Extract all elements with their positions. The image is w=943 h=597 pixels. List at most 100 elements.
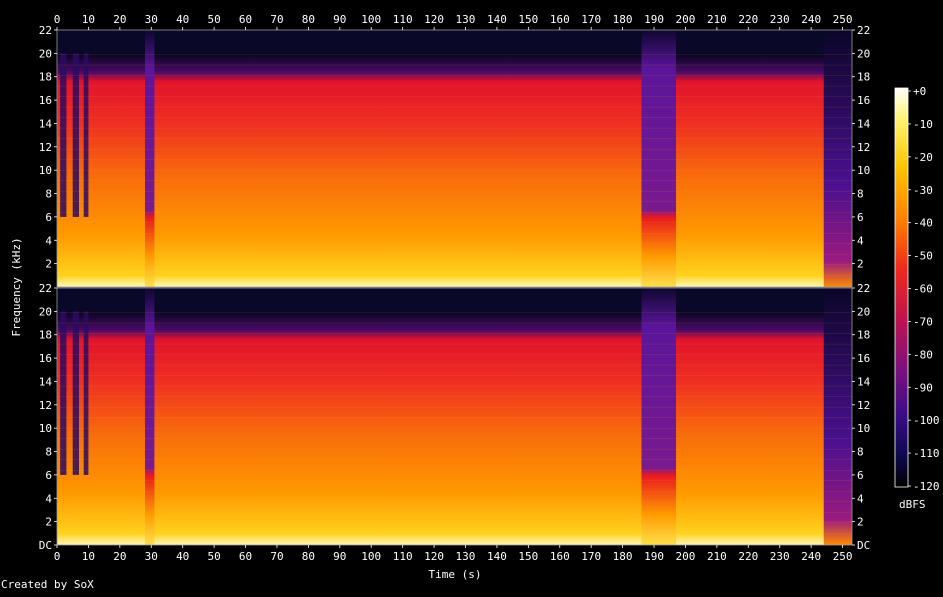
x-tick-label: 20	[113, 550, 126, 563]
x-tick-label-top: 250	[833, 13, 853, 26]
credit-text: Created by SoX	[1, 578, 94, 591]
colorbar-tick-label: -40	[913, 217, 933, 230]
y-tick-label-right: 10	[857, 164, 870, 177]
x-tick-label: 150	[518, 550, 538, 563]
colorbar-tick-label: -80	[913, 348, 933, 361]
x-tick-label: 10	[82, 550, 95, 563]
x-tick-label-top: 70	[270, 13, 283, 26]
y-tick-label-right: 16	[857, 352, 870, 365]
colorbar-tick-label: -100	[913, 414, 940, 427]
x-tick-label-top: 120	[424, 13, 444, 26]
x-tick-label-top: 130	[456, 13, 476, 26]
colorbar-tick-label: -90	[913, 381, 933, 394]
x-tick-label: 110	[393, 550, 413, 563]
colorbar-tick-label: -10	[913, 118, 933, 131]
x-tick-label: 30	[145, 550, 158, 563]
x-tick-label: 130	[456, 550, 476, 563]
y-tick-label-right: 14	[857, 117, 871, 130]
x-tick-label-top: 200	[676, 13, 696, 26]
x-tick-label-top: 210	[707, 13, 727, 26]
y-tick-label: 18	[39, 71, 52, 84]
y-tick-label-right: 2	[857, 258, 864, 271]
y-tick-label-right: 20	[857, 47, 870, 60]
x-tick-label-top: 160	[550, 13, 570, 26]
y-tick-label-right: 20	[857, 305, 870, 318]
y-tick-label-right: 18	[857, 71, 870, 84]
x-tick-label: 240	[801, 550, 821, 563]
transient-gap	[60, 53, 67, 217]
colorbar-label: dBFS	[899, 498, 926, 511]
y-tick-label-right: 6	[857, 469, 864, 482]
y-tick-label: 22	[39, 24, 52, 37]
spectrogram-energy	[57, 311, 852, 545]
quiet-section	[823, 288, 852, 545]
y-tick-label: 16	[39, 94, 52, 107]
colorbar-tick-label: -30	[913, 184, 933, 197]
y-tick-label: 2	[45, 516, 52, 529]
x-tick-label: 170	[581, 550, 601, 563]
y-tick-label: 12	[39, 399, 52, 412]
y-tick-label: 8	[45, 446, 52, 459]
y-tick-label-right: 22	[857, 24, 870, 37]
y-tick-label: 6	[45, 211, 52, 224]
y-tick-label-right: 6	[857, 211, 864, 224]
panel-frame	[56, 29, 853, 288]
quiet-section	[144, 288, 155, 545]
colorbar-tick-label: -60	[913, 283, 933, 296]
colorbar-tick-label: -50	[913, 250, 933, 263]
x-tick-label-top: 230	[770, 13, 790, 26]
x-tick-label-top: 220	[738, 13, 758, 26]
quiet-section	[641, 30, 677, 287]
x-tick-label: 250	[833, 550, 853, 563]
x-tick-label-top: 0	[54, 13, 61, 26]
x-tick-label: 160	[550, 550, 570, 563]
spectrogram-energy	[57, 53, 852, 288]
x-tick-label-top: 50	[207, 13, 220, 26]
y-tick-label-right: 8	[857, 446, 864, 459]
x-tick-label-top: 190	[644, 13, 664, 26]
x-tick-label: 100	[361, 550, 381, 563]
y-axis-label: Frequency (kHz)	[10, 237, 23, 336]
x-tick-label: 0	[54, 550, 61, 563]
x-tick-label-top: 150	[518, 13, 538, 26]
x-tick-label: 220	[738, 550, 758, 563]
x-tick-label: 200	[676, 550, 696, 563]
y-tick-label-right: 2	[857, 516, 864, 529]
transient-gap	[83, 53, 89, 217]
colorbar: +0 -10 -20 -30 -40 -50 -60 -70 -80 -90 -100 -110 -12…	[894, 85, 940, 511]
y-tick-label-right: 14	[857, 375, 871, 388]
x-tick-label: 140	[487, 550, 507, 563]
channel-1	[56, 29, 853, 288]
colorbar-tick-label: -120	[913, 480, 940, 493]
x-tick-label: 80	[302, 550, 315, 563]
y-tick-label-right: 4	[857, 492, 864, 505]
x-tick-label: 180	[613, 550, 633, 563]
y-tick-label-right: DC	[857, 539, 870, 552]
y-tick-label: DC	[39, 539, 52, 552]
colorbar-tick-label: +0	[913, 85, 926, 98]
x-tick-label-top: 30	[145, 13, 158, 26]
transient-gap	[60, 311, 67, 475]
x-tick-label: 120	[424, 550, 444, 563]
x-tick-label: 230	[770, 550, 790, 563]
y-tick-label: 20	[39, 305, 52, 318]
panel-frame	[56, 287, 853, 546]
y-tick-label: 8	[45, 188, 52, 201]
y-tick-label: 10	[39, 422, 52, 435]
y-tick-label-right: 18	[857, 329, 870, 342]
y-tick-label: 14	[39, 117, 53, 130]
quiet-section	[144, 30, 155, 287]
transient-gap	[83, 311, 89, 475]
y-tick-label: 18	[39, 329, 52, 342]
colorbar-tick-label: -20	[913, 151, 933, 164]
x-tick-label-top: 240	[801, 13, 821, 26]
y-tick-label: 4	[45, 492, 52, 505]
y-tick-label: 16	[39, 352, 52, 365]
x-tick-label-top: 140	[487, 13, 507, 26]
x-tick-label-top: 100	[361, 13, 381, 26]
y-tick-label-right: 8	[857, 188, 864, 201]
x-tick-label: 50	[207, 550, 220, 563]
x-tick-label-top: 170	[581, 13, 601, 26]
